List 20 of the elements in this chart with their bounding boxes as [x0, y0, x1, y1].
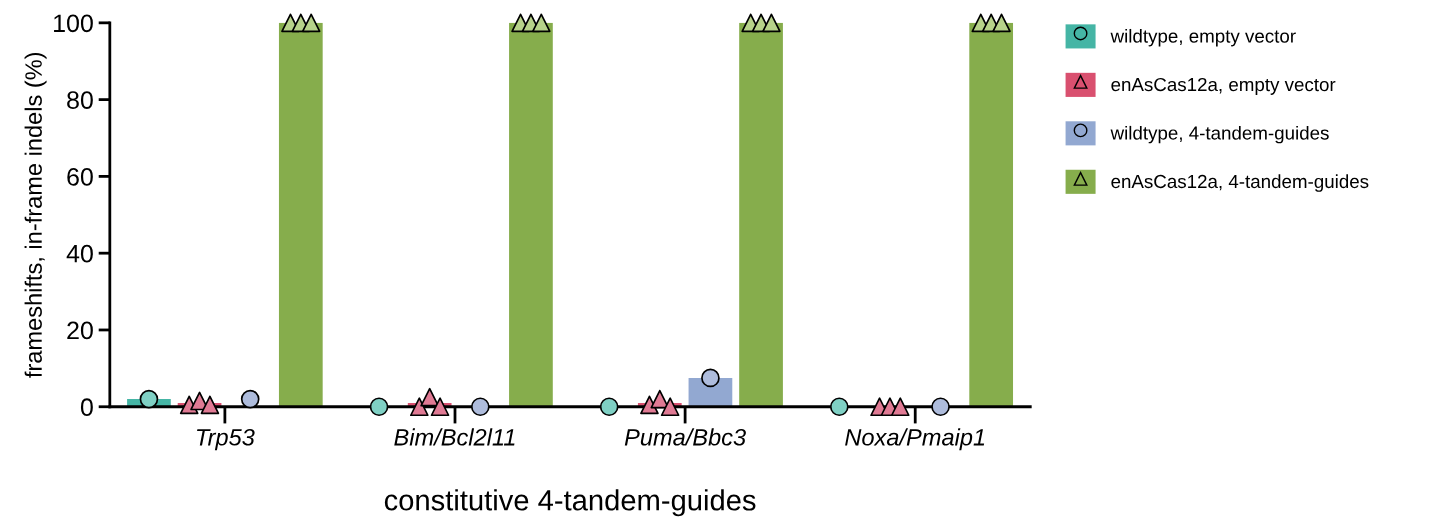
- y-axis-title: frameshifts, in-frame indels (%): [24, 52, 47, 378]
- x-tick-label: Bim/Bcl2l11: [394, 428, 515, 446]
- legend-label: wildtype, 4-tandem-guides: [1110, 125, 1329, 144]
- legend-label: wildtype, empty vector: [1110, 28, 1296, 47]
- x-tick-label: Noxa/Pmaip1: [845, 428, 985, 451]
- x-axis-title: constitutive 4-tandem-guides: [384, 489, 756, 517]
- bar: [739, 22, 783, 407]
- y-tick-label: 20: [67, 321, 93, 340]
- bar: [509, 22, 553, 407]
- x-tick-label: Trp53: [197, 428, 255, 451]
- y-tick-label: 100: [54, 14, 93, 33]
- y-tick-label: 0: [80, 398, 93, 417]
- legend-label: enAsCas12a, empty vector: [1111, 77, 1336, 95]
- bar: [278, 22, 323, 407]
- y-tick-label: 80: [67, 91, 93, 109]
- y-tick-label: 40: [66, 244, 93, 263]
- bar: [969, 22, 1014, 407]
- x-tick-label: Puma/Bbc3: [624, 428, 746, 446]
- legend-label: enAsCas12a, 4-tandem-guides: [1111, 174, 1369, 192]
- y-tick-label: 60: [67, 168, 93, 186]
